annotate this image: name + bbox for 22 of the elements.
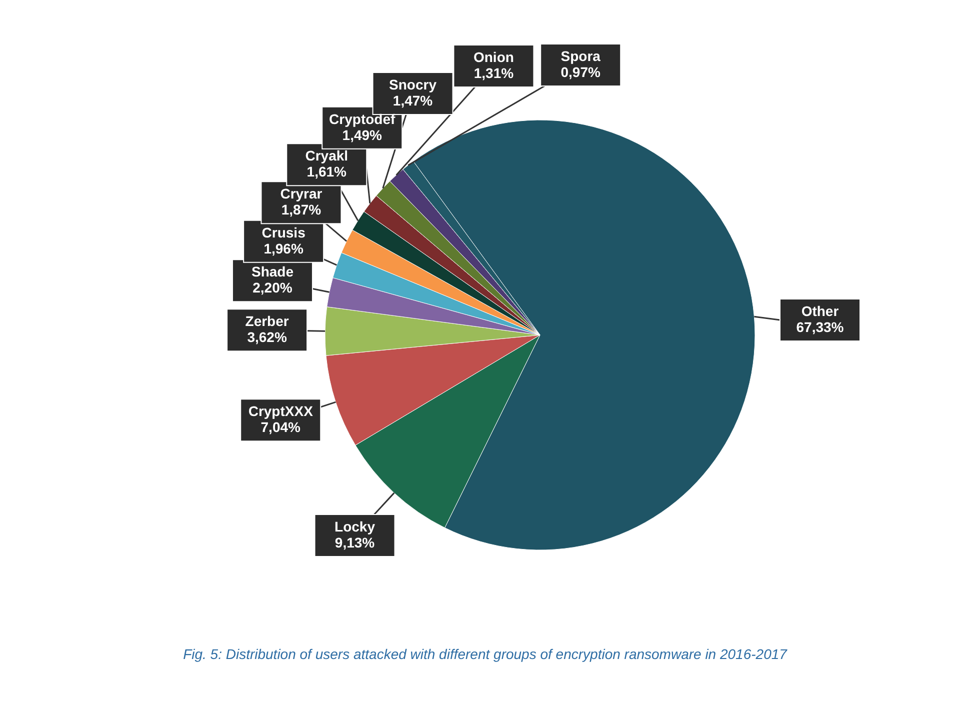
slice-label: Cryrar bbox=[280, 186, 323, 202]
data-label: 1,87% bbox=[281, 202, 322, 218]
data-label: 7,04% bbox=[260, 419, 302, 436]
slice-label: Zerber bbox=[245, 313, 290, 330]
slice-label: Locky bbox=[334, 518, 376, 535]
slice-label: Spora bbox=[560, 48, 601, 64]
data-label: 1,47% bbox=[392, 92, 434, 108]
data-label: 3,62% bbox=[247, 329, 288, 346]
slice-label: Snocry bbox=[389, 76, 437, 92]
data-label: 1,61% bbox=[306, 164, 348, 180]
slice-label: Cryakl bbox=[305, 148, 348, 164]
slice-label: Cryptodef bbox=[329, 110, 396, 127]
slice-label: Shade bbox=[251, 264, 294, 280]
data-label: 67,33% bbox=[796, 319, 844, 335]
data-label: 1,31% bbox=[474, 64, 514, 81]
data-label: 1,49% bbox=[342, 126, 383, 143]
slice-label: Crusis bbox=[262, 224, 306, 240]
slice-label: Onion bbox=[473, 48, 514, 65]
data-label: 0,97% bbox=[560, 64, 601, 80]
data-label: 9,13% bbox=[334, 534, 376, 551]
caption: Fig. 5: Distribution of users attacked with different groups of encryption ransomware in 2016-2017 bbox=[183, 646, 788, 662]
slice-label: Other bbox=[801, 303, 840, 319]
